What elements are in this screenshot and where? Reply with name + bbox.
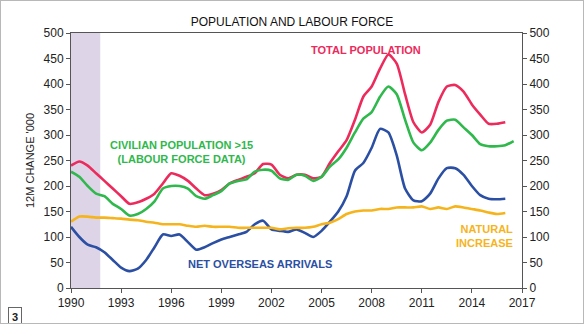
svg-text:200: 200	[44, 179, 64, 193]
svg-text:1999: 1999	[208, 296, 235, 310]
svg-text:2011: 2011	[409, 296, 435, 310]
svg-text:TOTAL POPULATION: TOTAL POPULATION	[311, 44, 421, 56]
svg-text:50: 50	[50, 256, 64, 270]
svg-text:400: 400	[529, 77, 549, 91]
svg-text:1990: 1990	[58, 296, 85, 310]
svg-text:200: 200	[529, 179, 549, 193]
svg-text:350: 350	[44, 103, 64, 117]
svg-text:150: 150	[529, 205, 549, 219]
svg-text:2014: 2014	[459, 296, 486, 310]
svg-text:500: 500	[529, 26, 549, 40]
svg-text:1993: 1993	[108, 296, 135, 310]
svg-text:3: 3	[12, 311, 18, 323]
svg-text:NET OVERSEAS ARRIVALS: NET OVERSEAS ARRIVALS	[188, 258, 332, 270]
svg-text:250: 250	[44, 154, 64, 168]
svg-text:450: 450	[44, 52, 64, 66]
svg-text:1996: 1996	[158, 296, 185, 310]
svg-text:350: 350	[529, 103, 549, 117]
svg-text:300: 300	[44, 128, 64, 142]
svg-text:12M CHANGE '000: 12M CHANGE '000	[24, 113, 36, 208]
svg-text:2002: 2002	[258, 296, 285, 310]
svg-text:NATURALINCREASE: NATURALINCREASE	[456, 223, 513, 249]
svg-text:CIVILIAN POPULATION >15(LABOUR: CIVILIAN POPULATION >15(LABOUR FORCE DAT…	[110, 139, 253, 165]
svg-text:2005: 2005	[308, 296, 335, 310]
svg-text:2008: 2008	[358, 296, 385, 310]
svg-text:0: 0	[57, 281, 64, 295]
svg-text:0: 0	[529, 281, 536, 295]
svg-text:500: 500	[44, 26, 64, 40]
svg-text:400: 400	[44, 77, 64, 91]
svg-text:250: 250	[529, 154, 549, 168]
svg-text:2017: 2017	[509, 296, 536, 310]
svg-text:450: 450	[529, 52, 549, 66]
svg-text:100: 100	[44, 230, 64, 244]
svg-text:300: 300	[529, 128, 549, 142]
svg-text:50: 50	[529, 256, 543, 270]
svg-text:150: 150	[44, 205, 64, 219]
svg-text:POPULATION AND LABOUR FORCE: POPULATION AND LABOUR FORCE	[191, 15, 393, 29]
svg-text:100: 100	[529, 230, 549, 244]
